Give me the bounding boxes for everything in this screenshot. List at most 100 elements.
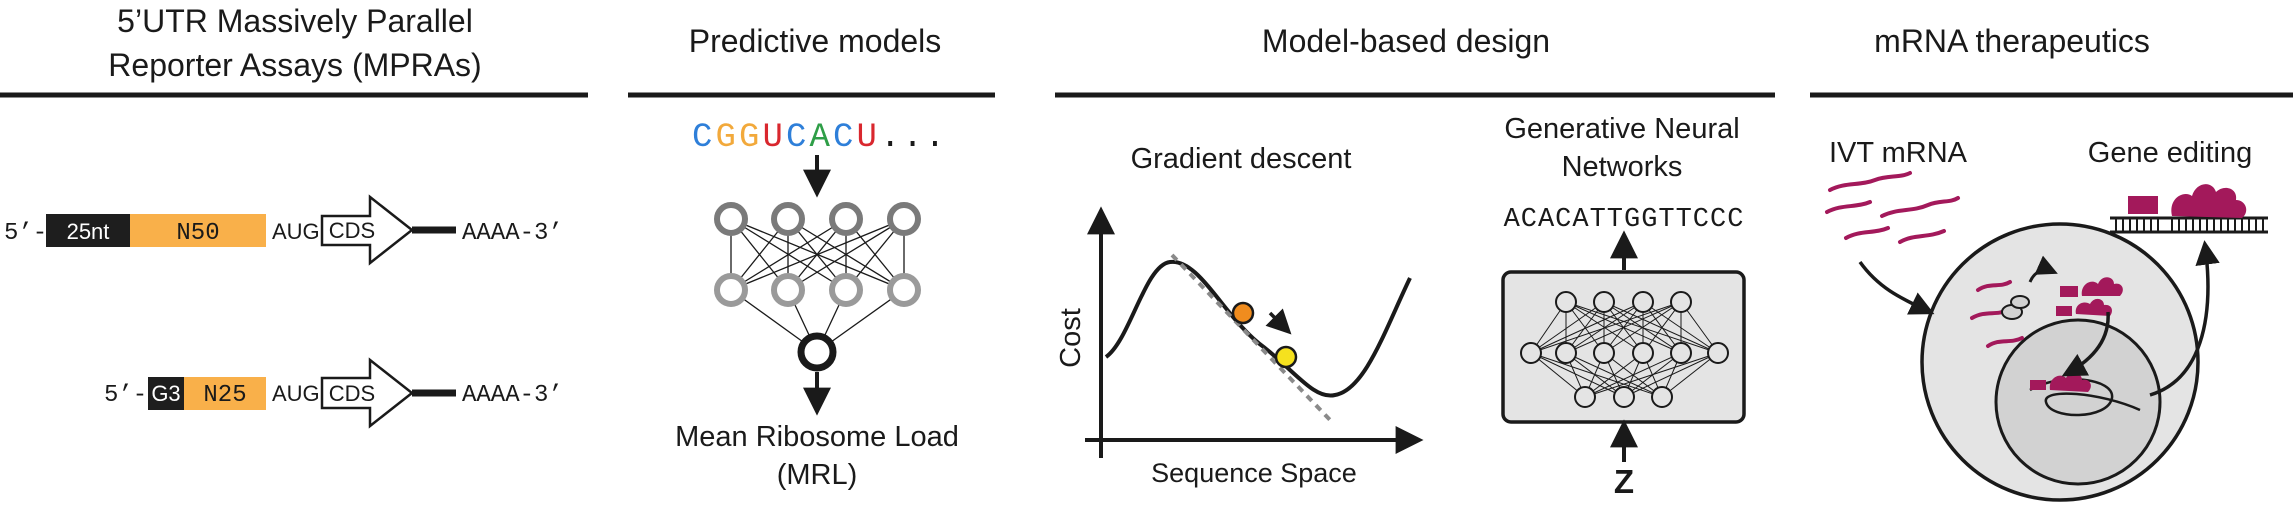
ivt-mrna-strands: [1825, 171, 1960, 244]
output-label-line2: (MRL): [777, 459, 858, 491]
nn-node: [1520, 342, 1542, 364]
nn-output-node: [797, 332, 837, 372]
nuclear-editing-complex: [2030, 372, 2091, 392]
editing-enzyme: [2171, 184, 2247, 218]
cost-curve: [1104, 259, 1412, 398]
nn-connection: [1661, 352, 1719, 398]
nn-connection: [1623, 352, 1719, 398]
cost-axis-label: Cost: [1055, 308, 1087, 368]
sequence-letter: G: [716, 119, 736, 157]
nn-connection: [1584, 352, 1682, 398]
ribosome: [2001, 295, 2030, 320]
nn-connection: [1584, 352, 1719, 398]
reporter-construct-2: 5’- G3 N25 AUG CDS AAAA-3’: [104, 357, 563, 429]
construct2-start-codon: AUG: [272, 381, 320, 406]
ribosome-large: [2010, 295, 2030, 309]
protein: [2081, 277, 2123, 296]
nn-node: [887, 202, 921, 236]
construct1-polya: AAAA-3’: [462, 220, 563, 247]
nn-node: [1632, 342, 1654, 364]
nn-node: [714, 202, 748, 236]
generator-network: [1520, 291, 1729, 408]
gene-editing-label: Gene editing: [2088, 137, 2252, 169]
mrna-strand: [1976, 280, 2012, 292]
nn-connection: [1584, 352, 1644, 398]
sequence-letter: C: [786, 119, 806, 157]
sequence-letter: U: [857, 119, 877, 157]
translated-proteins: [2056, 277, 2123, 316]
nn-node: [771, 273, 805, 307]
protein: [2075, 298, 2112, 316]
construct2-polya: AAAA-3’: [462, 382, 563, 409]
gnn-title-line1: Generative Neural: [1504, 113, 1739, 145]
descent-step-arrow: [1265, 308, 1292, 335]
nn-node: [1632, 291, 1654, 313]
therapeutics-panel: IVT mRNA Gene editing: [1825, 137, 2268, 502]
protein-block: [2030, 380, 2046, 390]
mrna-strand: [1880, 196, 1960, 218]
header-mpra-line2: Reporter Assays (MPRAs): [108, 47, 481, 83]
nn-node: [1555, 291, 1577, 313]
header-design: Model-based design: [1262, 23, 1550, 59]
construct1-start-codon: AUG: [272, 219, 320, 244]
ivt-label: IVT mRNA: [1829, 137, 1968, 169]
gradient-descent-panel: Gradient descent Cost Sequence Space: [1055, 143, 1424, 488]
construct2-fixed-label: G3: [151, 381, 180, 406]
construct2-cds-arrow: [320, 357, 415, 429]
current-point: [1231, 301, 1255, 325]
nn-node: [1593, 342, 1615, 364]
dna-rungs: [2115, 218, 2264, 232]
sequence-axis-label: Sequence Space: [1151, 458, 1357, 488]
nn-connection: [787, 218, 905, 291]
construct1-random-block: [130, 214, 266, 247]
nn-connection: [1565, 301, 1682, 354]
construct2-prefix: 5’-: [104, 382, 147, 409]
construct1-cds-label: CDS: [329, 218, 375, 243]
translation-arrow: [2028, 255, 2058, 283]
sequence-ellipsis: ...: [880, 119, 947, 157]
construct1-prefix: 5’-: [4, 220, 47, 247]
gradient-title: Gradient descent: [1131, 143, 1352, 175]
sequence-letter: C: [833, 119, 853, 157]
nn-node: [1651, 386, 1673, 408]
nn-node: [1593, 291, 1615, 313]
sequence-letter: G: [739, 119, 759, 157]
nn-connection: [1530, 352, 1586, 398]
nn-connection: [1530, 301, 1682, 354]
nn-node: [887, 273, 921, 307]
header-therapeutics: mRNA therapeutics: [1874, 23, 2150, 59]
construct2-cds-label: CDS: [329, 381, 375, 406]
nn-node: [771, 202, 805, 236]
import-arrow: [2061, 311, 2110, 377]
nn-node: [1707, 342, 1729, 364]
latent-variable: Z: [1614, 463, 1634, 500]
nn-node: [1670, 291, 1692, 313]
construct1-fixed-block: [46, 214, 130, 247]
output-label-line1: Mean Ribosome Load: [675, 421, 959, 453]
construct2-fixed-block: [148, 377, 184, 410]
sequence-letter: U: [763, 119, 783, 157]
nn-connection: [1530, 301, 1644, 354]
neural-network: [714, 202, 921, 372]
nn-connection: [730, 218, 847, 291]
construct2-random-label: N25: [203, 382, 246, 409]
sequence-letter: A: [810, 119, 831, 157]
nn-connection: [1603, 301, 1719, 354]
nn-node: [714, 273, 748, 307]
nn-node: [829, 273, 863, 307]
protein-block: [2060, 286, 2078, 297]
construct2-random-block: [184, 377, 266, 410]
mrna-strand: [1844, 226, 1890, 240]
construct1-cds-arrow: [320, 194, 415, 266]
protein: [2049, 372, 2091, 392]
nn-node: [1574, 386, 1596, 408]
nn-connection: [1603, 301, 1682, 354]
nucleus: [1994, 318, 2162, 486]
nn-node: [1613, 386, 1635, 408]
nn-connection: [1530, 301, 1605, 354]
next-point: [1274, 345, 1298, 369]
header-mpra-line1: 5’UTR Massively Parallel: [117, 3, 473, 39]
editing-guide-block: [2128, 196, 2158, 214]
